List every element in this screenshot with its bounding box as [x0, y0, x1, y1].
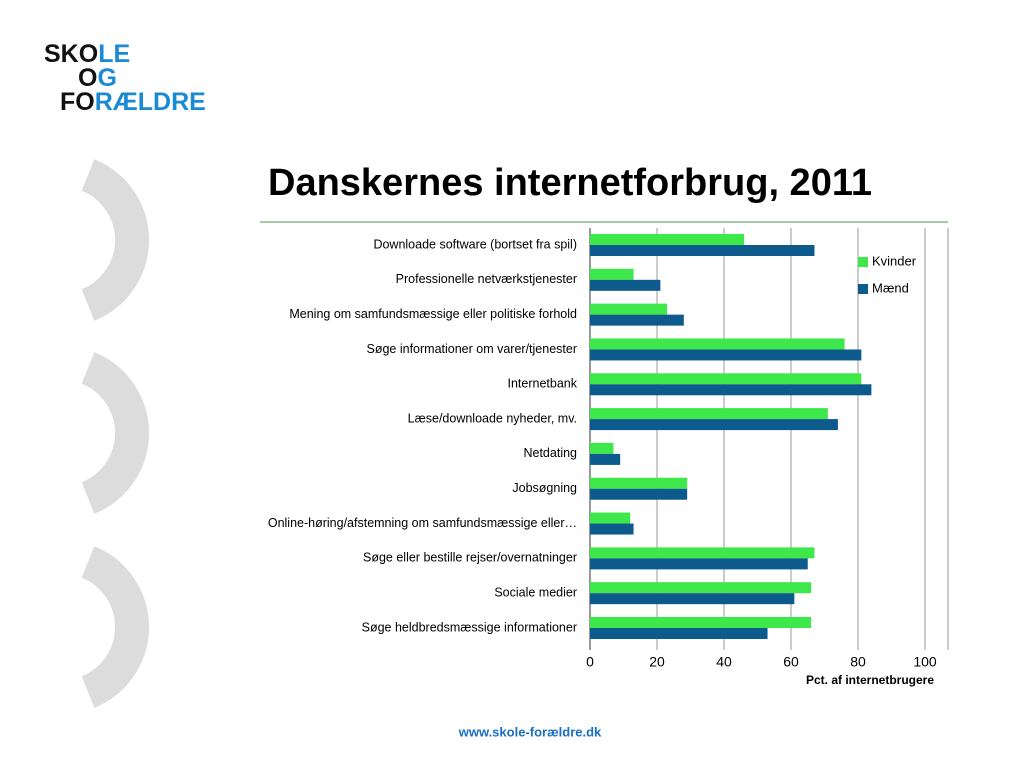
legend-swatch — [858, 257, 868, 267]
y-tick-label: Læse/downloade nyheder, mv. — [408, 411, 577, 425]
logo-part: SKO — [44, 40, 98, 68]
x-tick-label: 0 — [586, 654, 594, 670]
y-tick-label: Professionelle netværkstjenester — [396, 272, 577, 286]
x-tick-label: 100 — [913, 654, 937, 670]
logo-part: LE — [98, 40, 130, 68]
logo-part: FO — [60, 88, 95, 116]
bar — [590, 453, 621, 465]
bar — [590, 442, 614, 454]
bar — [590, 628, 768, 639]
logo-part: RÆLDRE — [95, 88, 206, 116]
y-tick-label: Søge eller bestille rejser/overnatninger — [363, 551, 577, 565]
legend-label: Kvinder — [872, 253, 917, 268]
y-tick-label: Jobsøgning — [512, 481, 577, 495]
bar — [590, 268, 634, 280]
logo-line: FORÆLDRE — [60, 88, 206, 116]
bar — [590, 523, 634, 535]
legend-label: Mænd — [872, 280, 909, 295]
x-tick-label: 80 — [850, 654, 866, 670]
bar — [590, 314, 684, 326]
bar — [590, 279, 661, 291]
y-tick-label: Mening om samfundsmæssige eller politisk… — [289, 307, 577, 321]
decoration — [81, 159, 149, 708]
footer-url: www.skole-forældre.dk — [458, 724, 602, 739]
bar — [590, 245, 815, 256]
bar — [590, 373, 862, 385]
y-tick-label: Online-høring/afstemning om samfundsmæss… — [268, 516, 577, 530]
x-tick-label: 40 — [716, 654, 732, 670]
y-tick-label: Sociale medier — [494, 585, 577, 599]
chart: 0 20 40 60 80 100 Pct. af internetbrugere Downl… — [268, 228, 937, 687]
logo-line: OG — [78, 64, 117, 92]
y-tick-label: Netdating — [523, 446, 577, 460]
bar — [590, 582, 812, 594]
bar — [590, 488, 688, 500]
x-axis-label: Pct. af internetbrugere — [806, 673, 934, 687]
bar — [590, 338, 845, 350]
logo-part: O — [78, 64, 97, 92]
bar — [590, 419, 838, 431]
bar — [590, 384, 872, 396]
legend-swatch — [858, 284, 868, 294]
bar — [590, 408, 828, 420]
x-tick-label: 60 — [783, 654, 799, 670]
bar — [590, 617, 812, 628]
y-tick-label: Internetbank — [508, 377, 578, 391]
y-tick-label: Søge heldbredsmæssige informationer — [362, 620, 577, 634]
bar — [590, 593, 795, 605]
bar — [590, 349, 862, 361]
y-tick-label: Søge informationer om varer/tjenester — [366, 342, 577, 356]
bar — [590, 477, 688, 489]
logo-part: G — [97, 64, 116, 92]
bar — [590, 512, 631, 524]
bar — [590, 547, 815, 559]
x-tick-label: 20 — [649, 654, 665, 670]
bar — [590, 303, 668, 315]
logo-line: SKOLE — [44, 40, 130, 68]
chart-title: Danskernes internetforbrug, 2011 — [268, 162, 872, 204]
y-tick-label: Downloade software (bortset fra spil) — [373, 237, 577, 251]
bar — [590, 234, 745, 245]
bar — [590, 558, 808, 570]
